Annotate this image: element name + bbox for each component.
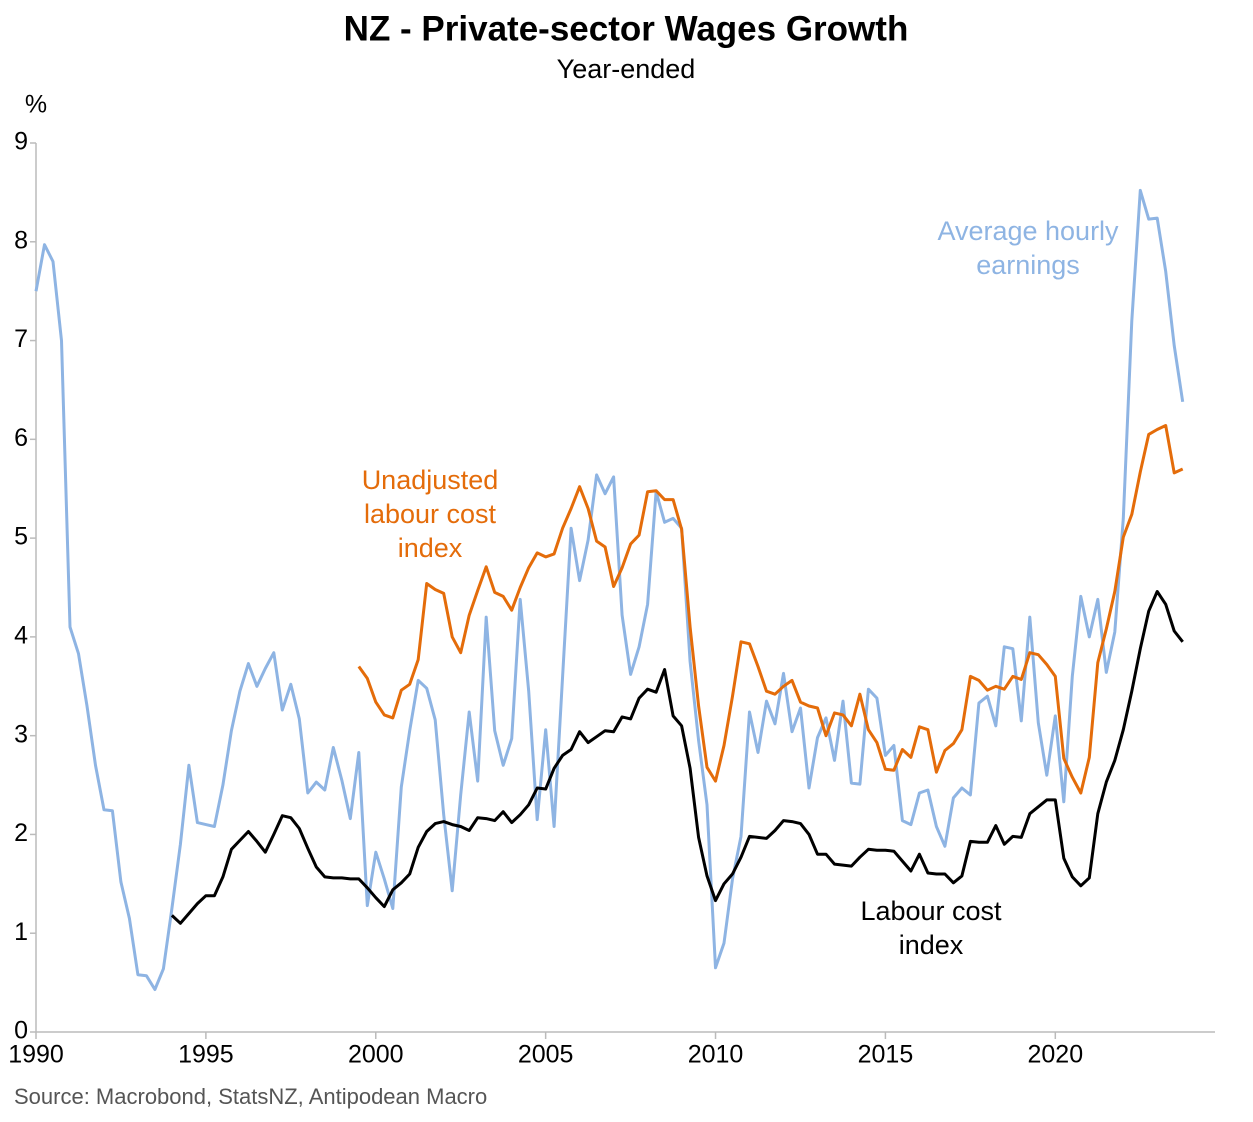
series-label: earnings <box>976 250 1080 280</box>
y-axis-label: % <box>25 91 47 119</box>
series-line <box>34 188 1185 991</box>
chart-title: NZ - Private-sector Wages Growth <box>344 9 909 48</box>
x-tick-label: 2015 <box>858 1041 914 1069</box>
y-tick-label: 0 <box>14 1017 28 1045</box>
series-label: labour cost <box>364 499 497 529</box>
x-tick-label: 1995 <box>178 1041 234 1069</box>
y-tick-label: 1 <box>14 918 28 946</box>
x-tick-label: 2020 <box>1027 1041 1083 1069</box>
y-tick-label: 2 <box>14 819 28 847</box>
x-tick-label: 2000 <box>348 1041 404 1069</box>
y-tick-label: 5 <box>14 523 28 551</box>
source-note: Source: Macrobond, StatsNZ, Antipodean M… <box>14 1084 487 1109</box>
y-tick-label: 8 <box>14 226 28 254</box>
y-tick-label: 6 <box>14 424 28 452</box>
series-label: index <box>398 533 463 563</box>
series-label: index <box>899 930 964 960</box>
series-label: Unadjusted <box>362 465 499 495</box>
series-label: Labour cost <box>860 896 1002 926</box>
series-label: Average hourly <box>937 216 1119 246</box>
series-line <box>357 424 1184 795</box>
series-line <box>170 590 1184 925</box>
x-tick-label: 2010 <box>688 1041 744 1069</box>
y-tick-label: 9 <box>14 128 28 156</box>
x-tick-label: 2005 <box>518 1041 574 1069</box>
y-tick-label: 7 <box>14 325 28 353</box>
y-tick-label: 4 <box>14 621 28 649</box>
x-tick-label: 1990 <box>8 1041 64 1069</box>
chart-subtitle: Year-ended <box>557 54 696 84</box>
y-tick-label: 3 <box>14 720 28 748</box>
